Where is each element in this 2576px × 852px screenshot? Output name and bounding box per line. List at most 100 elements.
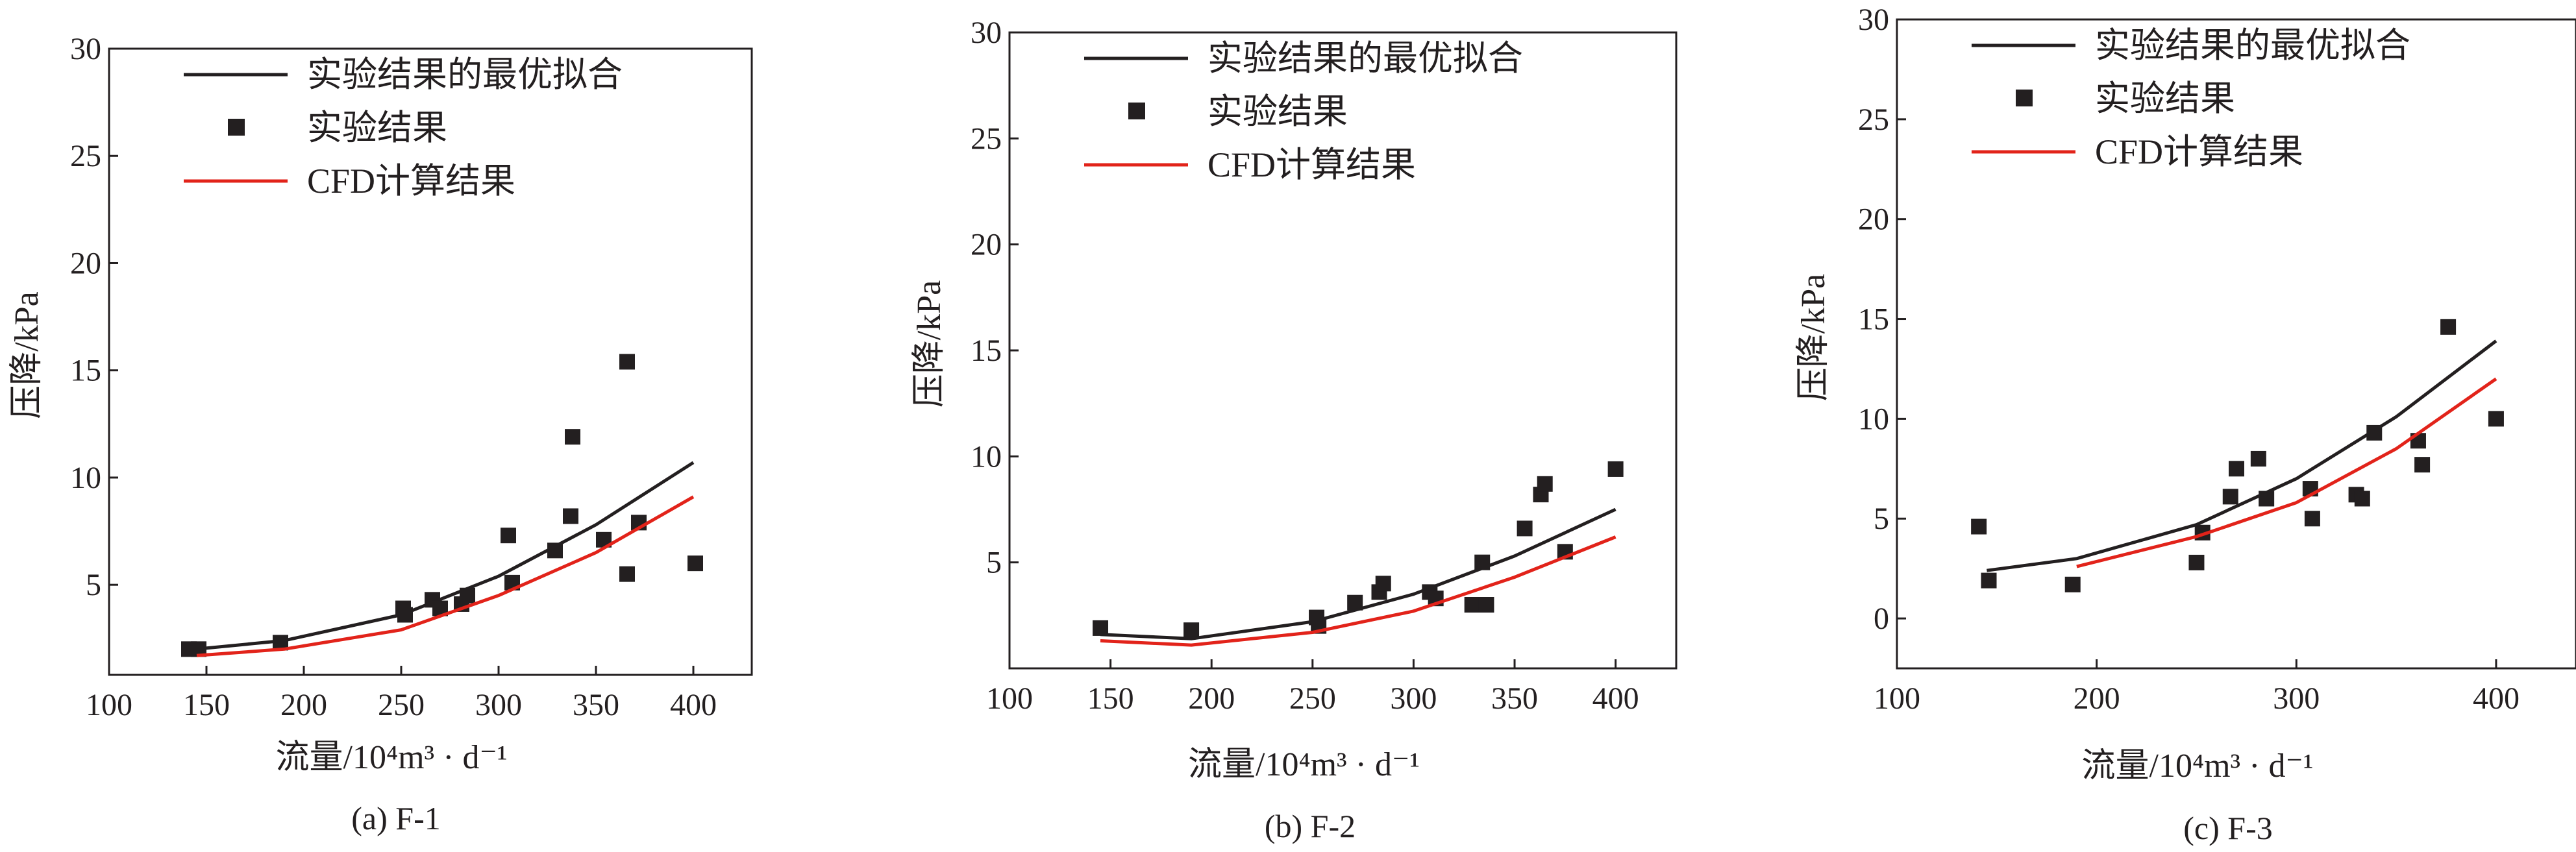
data-point bbox=[2366, 424, 2383, 441]
legend-label: 实验结果 bbox=[1208, 92, 1348, 131]
legend-label: 实验结果 bbox=[307, 108, 447, 147]
y-tick-label: 30 bbox=[1858, 3, 1889, 37]
data-point bbox=[547, 542, 563, 559]
series-line-3 bbox=[196, 495, 695, 657]
y-tick-label: 20 bbox=[1858, 202, 1889, 237]
x-tick-label: 400 bbox=[670, 688, 717, 722]
x-tick-label: 350 bbox=[573, 688, 619, 722]
data-point bbox=[687, 555, 703, 572]
data-point bbox=[2259, 491, 2275, 507]
x-tick-label: 250 bbox=[1289, 681, 1336, 716]
y-tick-label: 25 bbox=[70, 139, 101, 173]
series-line-3 bbox=[2076, 377, 2497, 568]
x-tick-label: 400 bbox=[1592, 681, 1639, 716]
data-point bbox=[1093, 620, 1109, 636]
y-tick-label: 10 bbox=[971, 439, 1002, 474]
legend-label: CFD计算结果 bbox=[307, 162, 515, 201]
data-point bbox=[2250, 450, 2266, 467]
x-tick-label: 300 bbox=[1390, 681, 1437, 716]
data-point bbox=[1478, 597, 1494, 613]
x-tick-label: 300 bbox=[2273, 681, 2320, 716]
legend-label: 实验结果的最优拟合 bbox=[307, 55, 623, 94]
x-tick-label: 200 bbox=[2074, 681, 2120, 716]
chart-panel-3: 100 200 300 400 0 5 10 15 20 25 30 流量/10⁴m³ · d⁻¹ 压降… bbox=[1795, 3, 2576, 846]
y-tick-label: 5 bbox=[1874, 502, 1889, 536]
y-axis-title: 压降/kPa bbox=[1795, 274, 1832, 401]
data-point bbox=[2354, 491, 2370, 507]
y-tick-label: 25 bbox=[971, 121, 1002, 156]
x-tick-label: 250 bbox=[378, 688, 425, 722]
legend-marker-swatch bbox=[2016, 90, 2033, 106]
data-point bbox=[460, 587, 475, 603]
y-axis-title: 压降/kPa bbox=[8, 291, 45, 419]
y-tick-label: 20 bbox=[70, 246, 101, 280]
plot-frame bbox=[108, 47, 753, 676]
data-point bbox=[1537, 476, 1553, 492]
x-axis-title: 流量/10⁴m³ · d⁻¹ bbox=[2082, 748, 2314, 785]
legend-marker-swatch bbox=[228, 119, 245, 136]
y-tick-label: 15 bbox=[1858, 302, 1889, 337]
plot-frame bbox=[1896, 18, 2576, 670]
data-point bbox=[619, 566, 635, 582]
x-axis-title: 流量/10⁴m³ · d⁻¹ bbox=[276, 739, 508, 776]
chart-panel-2: 100 150 200 250 300 350 400 5 10 15 20 25 30 流量/10⁴m³… bbox=[911, 16, 1678, 844]
y-tick-label: 30 bbox=[70, 32, 101, 66]
legend-marker-swatch bbox=[1128, 103, 1145, 119]
data-point bbox=[1981, 572, 1997, 589]
data-point bbox=[2222, 489, 2238, 505]
y-tick-label: 10 bbox=[70, 461, 101, 495]
x-tick-label: 200 bbox=[1188, 681, 1235, 716]
data-point bbox=[2229, 461, 2244, 477]
x-tick-label: 150 bbox=[183, 688, 230, 722]
panel-caption: (a) F-1 bbox=[351, 800, 440, 836]
y-tick-label: 5 bbox=[86, 568, 101, 602]
y-tick-label: 15 bbox=[971, 334, 1002, 368]
data-point bbox=[1464, 597, 1480, 613]
legend-label: CFD计算结果 bbox=[2095, 132, 2303, 171]
legend-label: 实验结果 bbox=[2095, 79, 2235, 118]
data-point bbox=[2414, 457, 2431, 473]
data-point bbox=[397, 607, 413, 623]
series-line-1 bbox=[1987, 339, 2497, 572]
data-point bbox=[501, 528, 516, 544]
data-point bbox=[563, 508, 578, 524]
y-tick-label: 15 bbox=[70, 354, 101, 388]
data-point bbox=[2488, 411, 2504, 427]
x-tick-label: 150 bbox=[1087, 681, 1134, 716]
data-point bbox=[1347, 594, 1363, 611]
data-point bbox=[1971, 518, 1987, 535]
y-tick-label: 5 bbox=[986, 546, 1002, 580]
data-point bbox=[1375, 576, 1391, 592]
legend-label: CFD计算结果 bbox=[1208, 145, 1416, 184]
y-tick-label: 25 bbox=[1858, 103, 1889, 137]
y-tick-label: 0 bbox=[1874, 602, 1889, 636]
data-point bbox=[1474, 554, 1491, 570]
data-point bbox=[1183, 622, 1200, 639]
panel-caption: (b) F-2 bbox=[1265, 808, 1356, 844]
panel-caption: (c) F-3 bbox=[2183, 810, 2272, 846]
x-axis-title: 流量/10⁴m³ · d⁻¹ bbox=[1188, 746, 1420, 783]
data-point bbox=[2064, 576, 2081, 592]
data-point bbox=[619, 354, 635, 370]
data-point bbox=[2188, 554, 2205, 570]
y-tick-label: 10 bbox=[1858, 402, 1889, 436]
data-point bbox=[1607, 461, 1624, 477]
legend-label: 实验结果的最优拟合 bbox=[2095, 26, 2410, 65]
x-tick-label: 100 bbox=[986, 681, 1033, 716]
data-point bbox=[565, 429, 580, 445]
series-line-1 bbox=[196, 461, 695, 651]
x-tick-label: 300 bbox=[475, 688, 522, 722]
legend-label: 实验结果的最优拟合 bbox=[1208, 39, 1523, 78]
y-tick-label: 20 bbox=[971, 228, 1002, 262]
data-point bbox=[2440, 319, 2457, 335]
series-line-3 bbox=[1100, 535, 1616, 647]
x-tick-label: 100 bbox=[86, 688, 132, 722]
data-point bbox=[1517, 520, 1533, 537]
x-tick-label: 100 bbox=[1874, 681, 1920, 716]
x-tick-label: 350 bbox=[1491, 681, 1538, 716]
data-point bbox=[2304, 511, 2320, 527]
chart-panel-1: 100 150 200 250 300 350 400 5 10 15 20 25 30 流量/10⁴m³… bbox=[8, 32, 753, 836]
y-tick-label: 30 bbox=[971, 16, 1002, 50]
series-line-1 bbox=[1100, 507, 1616, 640]
